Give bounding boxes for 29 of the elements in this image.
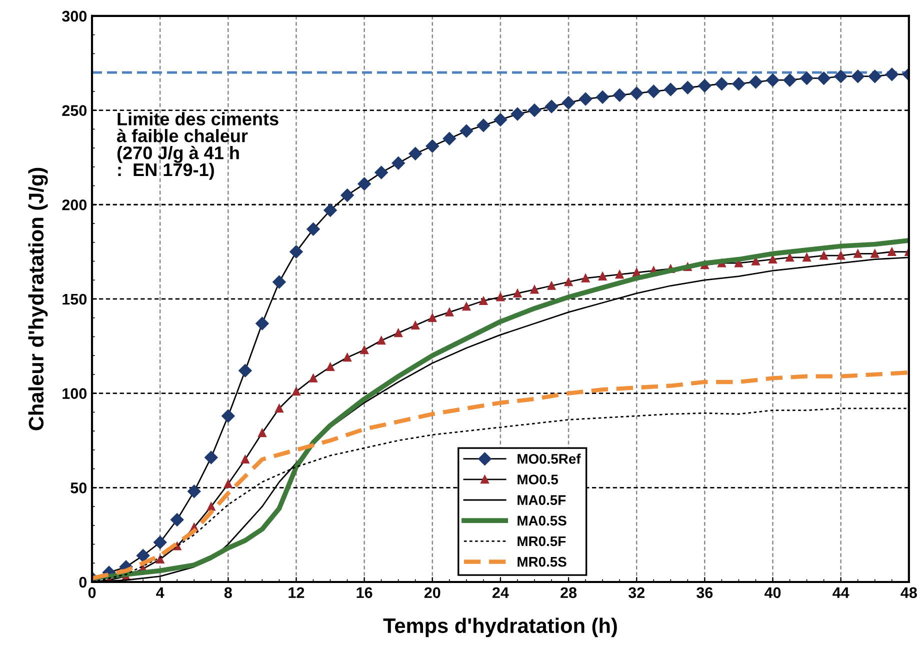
x-tick-label: 48 <box>900 587 917 598</box>
x-tick-label: 28 <box>560 587 577 598</box>
x-axis-title: Temps d'hydratation (h) <box>383 618 617 638</box>
x-tick-label: 36 <box>696 587 713 598</box>
y-tick-label: 200 <box>62 199 87 210</box>
x-tick-label: 12 <box>288 587 304 598</box>
x-tick-label: 44 <box>832 587 850 598</box>
legend-label: MO0.5Ref <box>518 454 581 464</box>
y-tick-label: 150 <box>62 294 87 305</box>
x-tick-label: 4 <box>156 587 164 598</box>
y-tick-label: 0 <box>79 576 87 588</box>
y-tick-label: 100 <box>62 388 87 399</box>
y-tick-label: 250 <box>62 105 87 116</box>
y-axis-title: Chaleur d'hydratation (J/g) <box>28 168 48 430</box>
y-tick-label: 50 <box>70 482 87 494</box>
legend-label: MA0.5F <box>518 495 566 505</box>
y-tick-label: 300 <box>62 10 87 22</box>
x-tick-label: 8 <box>224 587 232 598</box>
x-tick-label: 24 <box>492 587 509 598</box>
legend-label: MO0.5 <box>518 474 558 484</box>
legend-label: MR0.5S <box>518 556 566 567</box>
ref-line-label: Limite des ciments à faible chaleur (270 J/g à 41 h : EN 179-1) <box>116 112 278 180</box>
x-tick-label: 0 <box>88 587 96 598</box>
x-tick-label: 20 <box>424 587 440 598</box>
x-tick-label: 32 <box>628 587 644 598</box>
legend-label: MR0.5F <box>518 536 566 546</box>
legend-label: MA0.5S <box>518 516 566 526</box>
x-tick-label: 40 <box>764 587 781 598</box>
x-tick-label: 16 <box>356 587 372 598</box>
